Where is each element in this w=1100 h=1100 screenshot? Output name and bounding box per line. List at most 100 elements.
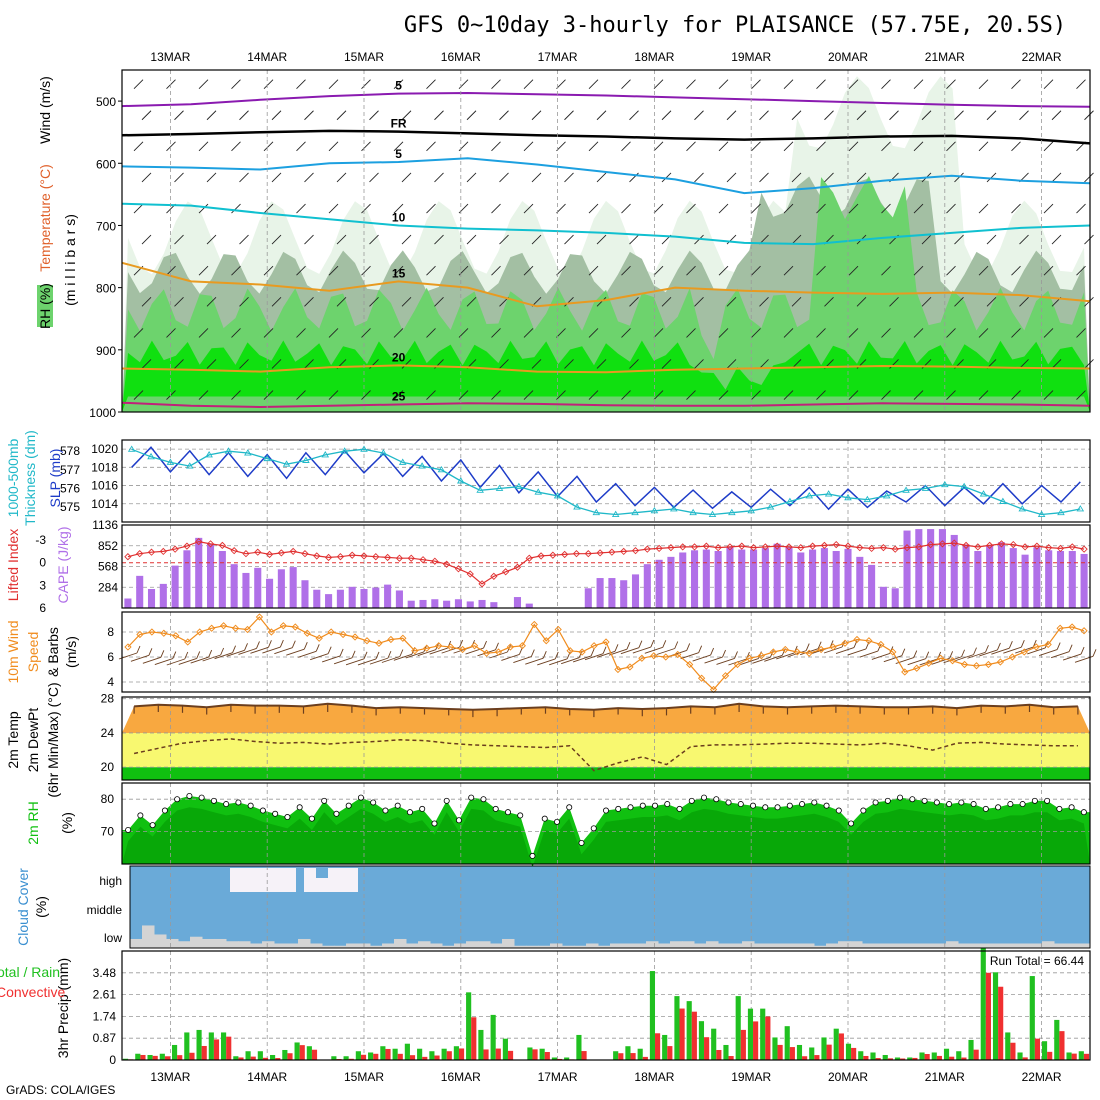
wind-speed-marker <box>1020 648 1028 656</box>
low-cloud-bar <box>838 941 851 948</box>
wind-barb <box>1043 141 1054 152</box>
wind-barb <box>726 296 737 307</box>
chart-title: GFS 0~10day 3-hourly for PLAISANCE (57.7… <box>404 13 1066 38</box>
thickness-marker <box>379 449 388 456</box>
millibars-axis-label: (m i l l i b a r s) <box>62 214 78 306</box>
rh2m-marker <box>884 797 891 804</box>
wind-barb <box>198 141 209 152</box>
wind-barb <box>1019 296 1029 307</box>
wind-speed-marker <box>1056 624 1064 632</box>
wind-barb-10m <box>405 651 424 659</box>
wind-barb <box>239 110 249 121</box>
precip-total-bar <box>882 1054 888 1060</box>
wind-barb <box>686 265 696 276</box>
precip-total-bar <box>760 1008 766 1060</box>
slp-tick: 1014 <box>91 497 118 511</box>
wind-barb-10m-flag <box>220 647 225 656</box>
date-label-top: 16MAR <box>441 50 481 64</box>
wind-speed-marker <box>303 629 311 637</box>
wind-barb <box>1076 79 1086 89</box>
li-marker <box>454 565 463 573</box>
wind-speed-marker <box>913 664 921 672</box>
wind-barb <box>133 328 144 338</box>
precip-conv-bar <box>507 1050 514 1060</box>
wind-barb <box>978 390 989 400</box>
li-marker <box>620 547 628 556</box>
contour-label: 25 <box>392 390 406 404</box>
wind-barb-10m <box>226 649 245 657</box>
rh2m-marker <box>137 812 144 819</box>
precip-total-legend: Total / Rain <box>0 964 60 980</box>
wind-barb <box>978 328 989 338</box>
wind-barb <box>1011 328 1021 338</box>
cape-bar <box>584 588 592 608</box>
li-marker <box>466 570 474 578</box>
wind-barb <box>263 141 274 152</box>
wind-barb <box>759 110 769 121</box>
wind-barb <box>531 234 542 245</box>
cape-bar <box>1056 551 1065 608</box>
precip-conv-bar <box>152 1055 158 1060</box>
cape-bar <box>986 545 994 608</box>
wind-barb <box>946 203 956 214</box>
pressure-tick: 800 <box>96 282 116 296</box>
wind-barb <box>523 390 534 400</box>
wind-barb <box>751 79 761 89</box>
wind-barb-10m <box>238 648 257 655</box>
li-tick: -3 <box>35 533 46 547</box>
wind-speed-marker <box>351 633 359 641</box>
date-label-top: 17MAR <box>538 50 578 64</box>
li-marker <box>561 550 569 559</box>
credit-label: GrADS: COLA/IGES <box>6 1083 115 1097</box>
cape-bar <box>242 572 250 608</box>
cape-bar <box>773 543 781 608</box>
precip-conv-bar <box>1059 1031 1065 1060</box>
wind-barb <box>263 328 274 338</box>
rh2m-marker <box>786 802 793 809</box>
wind-barb-10m-flag <box>985 645 989 653</box>
low-cloud-bar <box>430 943 443 948</box>
precip-conv-bar <box>789 1047 795 1060</box>
wind-barb <box>596 110 607 121</box>
cape-bar <box>218 551 226 608</box>
wind-barb <box>718 328 729 338</box>
wind-barb <box>206 110 217 121</box>
precip-total-bar <box>208 1032 214 1060</box>
wind-barb <box>336 234 347 245</box>
precip-conv-bar <box>863 1055 869 1060</box>
li-marker <box>372 553 380 561</box>
wind-barb <box>653 203 664 214</box>
date-label-bottom: 14MAR <box>247 1070 287 1084</box>
low-cloud-bar <box>562 945 575 948</box>
wind-barb <box>596 296 607 307</box>
wind-barb-10m <box>513 656 532 663</box>
wind-barb <box>133 79 144 89</box>
wind-barb <box>141 359 152 369</box>
wind-barb <box>913 390 924 400</box>
thickness-marker <box>166 458 175 465</box>
rh2m-marker <box>210 797 217 804</box>
cape-bar <box>820 548 828 608</box>
wind-barb <box>426 141 436 152</box>
wind-barb <box>239 172 249 183</box>
wind-barb <box>174 296 184 307</box>
low-cloud-bar <box>946 941 959 948</box>
wind-speed-marker <box>482 649 491 657</box>
wind-barb <box>206 296 217 307</box>
wind-barb <box>686 328 696 338</box>
rh2m-marker <box>1031 797 1038 804</box>
li-marker <box>891 545 899 553</box>
wind-barb-10m <box>381 656 401 663</box>
wind-barb-10m <box>955 654 974 662</box>
li-marker <box>690 543 699 551</box>
wind-barb <box>141 110 152 121</box>
wind-speed-marker <box>948 657 957 665</box>
rh2m-marker <box>615 805 622 812</box>
cloud-axis-label: Cloud Cover <box>15 868 31 946</box>
precip-conv-bar <box>422 1056 428 1060</box>
wind-barb-10m <box>871 652 891 660</box>
wind-barb <box>166 79 176 89</box>
rh2m-marker <box>259 807 266 814</box>
wind-barb-10m-flag <box>973 647 977 655</box>
precip-conv-bar <box>1071 1053 1077 1060</box>
